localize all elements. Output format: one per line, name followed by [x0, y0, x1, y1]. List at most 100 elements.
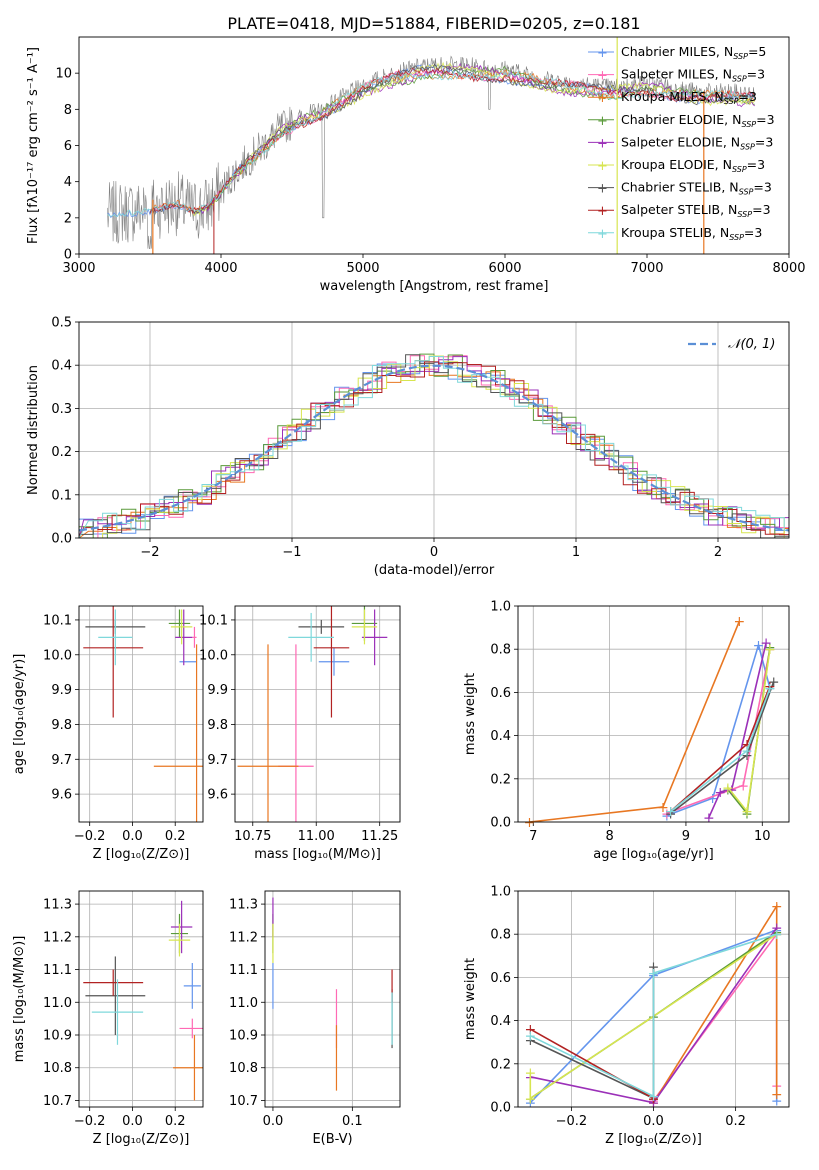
weight-marker-salpeter_elodie: + [714, 785, 726, 801]
y-tick-label: 10.8 [229, 1061, 258, 1076]
y-tick-label: 11.1 [43, 963, 72, 978]
y-tick-label: 0.4 [490, 729, 511, 744]
x-tick-label: 10.75 [234, 829, 271, 844]
weight-marker-kroupa_elodie: + [764, 642, 776, 658]
histograms [79, 353, 789, 538]
weight-marker-chabrier_stelib: + [524, 1033, 536, 1049]
y-tick-label: 11.0 [43, 996, 72, 1011]
x-tick-label: 0.0 [122, 829, 143, 844]
legend-suffix: =3 [744, 225, 762, 240]
weight-marker-salpeter_stelib: + [764, 679, 776, 695]
weight-marker-kroupa_miles: + [657, 800, 669, 816]
legend-marker: + [597, 46, 608, 61]
x-tick-label: −1 [282, 545, 301, 560]
y-tick-label: 0.1 [51, 488, 72, 503]
weight-line-kroupa_miles [652, 903, 778, 1104]
legend-subscript: SSP [724, 97, 739, 106]
y-tick-label: 10.1 [43, 613, 72, 628]
weight-marker-salpeter_elodie: + [703, 811, 715, 827]
legend-text: Salpeter ELODIE, N [621, 134, 740, 149]
legend-subscript: SSP [732, 165, 747, 174]
weight-marker-kroupa_stelib: + [741, 744, 753, 760]
y-tick-label: 0.8 [490, 643, 511, 658]
weight-marker-chabrier_elodie: + [524, 1091, 536, 1107]
x-axis-label: Z [log₁₀(Z/Z⊙)] [93, 1132, 190, 1147]
legend-subscript: SSP [732, 75, 747, 84]
weight-marker-chabrier_miles: + [661, 809, 673, 825]
weight-lines: +++++++++++++++++++++++++++++ [524, 614, 780, 827]
y-tick-label: 9.7 [207, 753, 228, 768]
weight-marker-salpeter_stelib: + [665, 804, 677, 820]
weight-marker-kroupa_stelib: + [764, 681, 776, 697]
x-axis-label: Z [log₁₀(Z/Z⊙)] [93, 847, 190, 862]
weight-line-chabrier_stelib [529, 966, 655, 1100]
legend-suffix: =3 [752, 202, 770, 217]
weight-marker-kroupa_elodie: + [524, 1091, 536, 1107]
y-tick-label: 10.9 [43, 1029, 72, 1044]
y-tick-label: 4 [64, 175, 72, 190]
histogram-chabrier_stelib [79, 354, 789, 538]
y-tick-label: 0.0 [490, 816, 511, 831]
x-tick-label: −0.2 [556, 1114, 588, 1129]
y-tick-label: 11.2 [229, 930, 258, 945]
x-tick-label: −0.2 [74, 829, 106, 844]
y-tick-label: 9.8 [51, 718, 72, 733]
histogram-kroupa_stelib [79, 356, 789, 538]
weight-marker-kroupa_stelib: + [665, 804, 677, 820]
legend-text: Kroupa ELODIE, N [621, 157, 732, 172]
chart-title: PLATE=0418, MJD=51884, FIBERID=0205, z=0… [227, 14, 640, 33]
x-tick-label: 7 [529, 829, 537, 844]
weight-line-salpeter_miles [666, 649, 771, 815]
legend-marker: + [597, 182, 608, 197]
weight-marker-kroupa_miles: + [648, 1096, 660, 1112]
x-axis-label: wavelength [Angstrom, rest frame] [320, 279, 549, 294]
legend-text: Chabrier STELIB, N [621, 180, 739, 195]
y-tick-label: 11.3 [43, 898, 72, 913]
y-tick-label: 9.7 [51, 753, 72, 768]
y-tick-label: 0.2 [490, 1057, 511, 1072]
error-bars [237, 606, 388, 822]
weight-marker-chabrier_miles: + [524, 1096, 536, 1112]
y-tick-label: 0.2 [51, 445, 72, 460]
legend-text: Chabrier MILES, N [621, 44, 733, 59]
legend-entry: Kroupa STELIB, NSSP=3 [621, 225, 762, 242]
weight-marker-salpeter_stelib: + [741, 737, 753, 753]
y-axis-label: age [log₁₀(age/yr)] [12, 654, 27, 775]
weight-marker-kroupa_stelib: + [648, 966, 660, 982]
weight-marker-chabrier_stelib: + [648, 1091, 660, 1107]
weight-line-kroupa_elodie [529, 933, 778, 1100]
legend-text: Kroupa MILES, N [621, 89, 724, 104]
weight-line-kroupa_stelib [670, 687, 771, 812]
weight-line-salpeter_elodie [708, 642, 767, 819]
weight-marker-kroupa_miles: + [771, 899, 783, 915]
legend-subscript: SSP [737, 210, 752, 219]
weight-marker-salpeter_elodie: + [726, 783, 738, 799]
legend-text: Kroupa STELIB, N [621, 225, 729, 240]
y-tick-label: 0.2 [490, 772, 511, 787]
weight-marker-chabrier_stelib: + [665, 806, 677, 822]
legend-marker: + [597, 159, 608, 174]
weight-lines: +++++++++++++++++++++++++++++ [524, 899, 782, 1112]
weight-marker-salpeter_miles: + [737, 778, 749, 794]
weight-marker-salpeter_elodie: + [771, 921, 783, 937]
legend-marker: + [597, 227, 608, 242]
y-tick-label: 9.9 [207, 683, 228, 698]
weight-marker-chabrier_miles: + [771, 1094, 783, 1110]
x-tick-label: 0.0 [263, 1114, 284, 1129]
mass-weight-vs-metallicity-panel: −0.2 0.0 0.2 0.0 0.2 0.4 0.6 0.8 1.0 Z [log₁₀(Z/Z… [463, 885, 790, 1147]
x-tick-label: 11.25 [361, 829, 398, 844]
y-tick-label: 1.0 [490, 600, 511, 615]
legend-marker: + [597, 114, 608, 129]
y-tick-label: 0.5 [51, 316, 72, 331]
error-bars [83, 606, 203, 822]
x-tick-label: 1 [572, 545, 580, 560]
model-spectrum-kroupa_elodie [192, 61, 756, 217]
y-tick-label: 9.8 [207, 718, 228, 733]
weight-line-salpeter_stelib [670, 685, 771, 812]
legend-suffix: =3 [747, 67, 765, 82]
weight-marker-salpeter_elodie: + [760, 636, 772, 652]
weight-marker-chabrier_miles: + [707, 791, 719, 807]
legend-text: Salpeter MILES, N [621, 67, 732, 82]
x-tick-label: 0 [430, 545, 438, 560]
y-tick-label: 11.0 [229, 996, 258, 1011]
